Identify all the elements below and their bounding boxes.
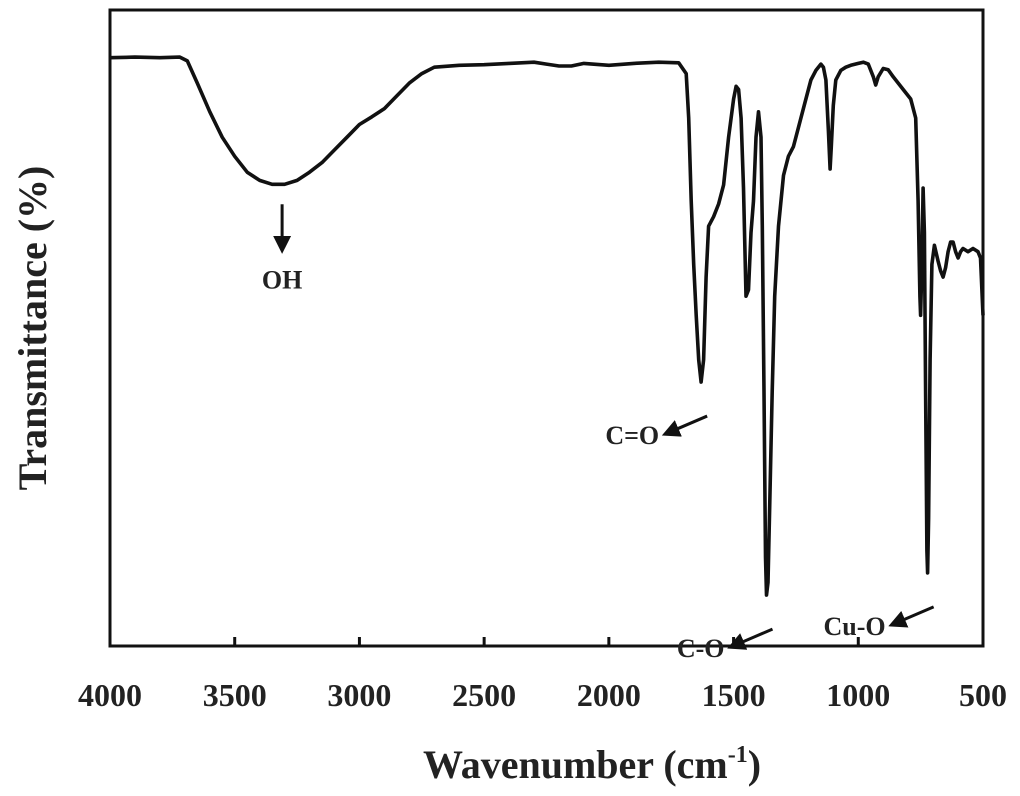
annotation-label: OH (262, 265, 302, 294)
annotation-label: Cu-O (824, 612, 886, 641)
x-axis-title: Wavenumber (cm-1) (423, 742, 761, 787)
annotation-oh: OH (262, 204, 302, 294)
x-tick-label: 2000 (577, 677, 641, 713)
x-tick-label: 4000 (78, 677, 142, 713)
annotation-arrow (888, 605, 935, 628)
peak-annotations: OH C=O C-O Cu-O (262, 204, 935, 663)
x-tick-label: 1000 (826, 677, 890, 713)
annotation-label: C=O (605, 421, 659, 450)
plot-frame (108, 8, 985, 648)
annotation-c-o: C=O (605, 414, 708, 450)
x-tick-label: 500 (959, 677, 1007, 713)
x-tick-label: 3000 (327, 677, 391, 713)
annotation-arrow (661, 414, 708, 437)
annotation-cu-o: Cu-O (824, 605, 935, 641)
annotation-arrow (727, 627, 774, 650)
x-tick-label: 3500 (203, 677, 267, 713)
spectrum-line (109, 55, 985, 597)
x-axis-tick-labels: 4000 3500 3000 2500 2000 1500 1000 500 (78, 677, 1007, 713)
annotation-label: C-O (677, 634, 725, 663)
x-tick-label: 2500 (452, 677, 516, 713)
y-axis-title: Transmittance (%) (10, 166, 55, 491)
annotation-c-o: C-O (677, 627, 774, 663)
x-tick-label: 1500 (702, 677, 766, 713)
